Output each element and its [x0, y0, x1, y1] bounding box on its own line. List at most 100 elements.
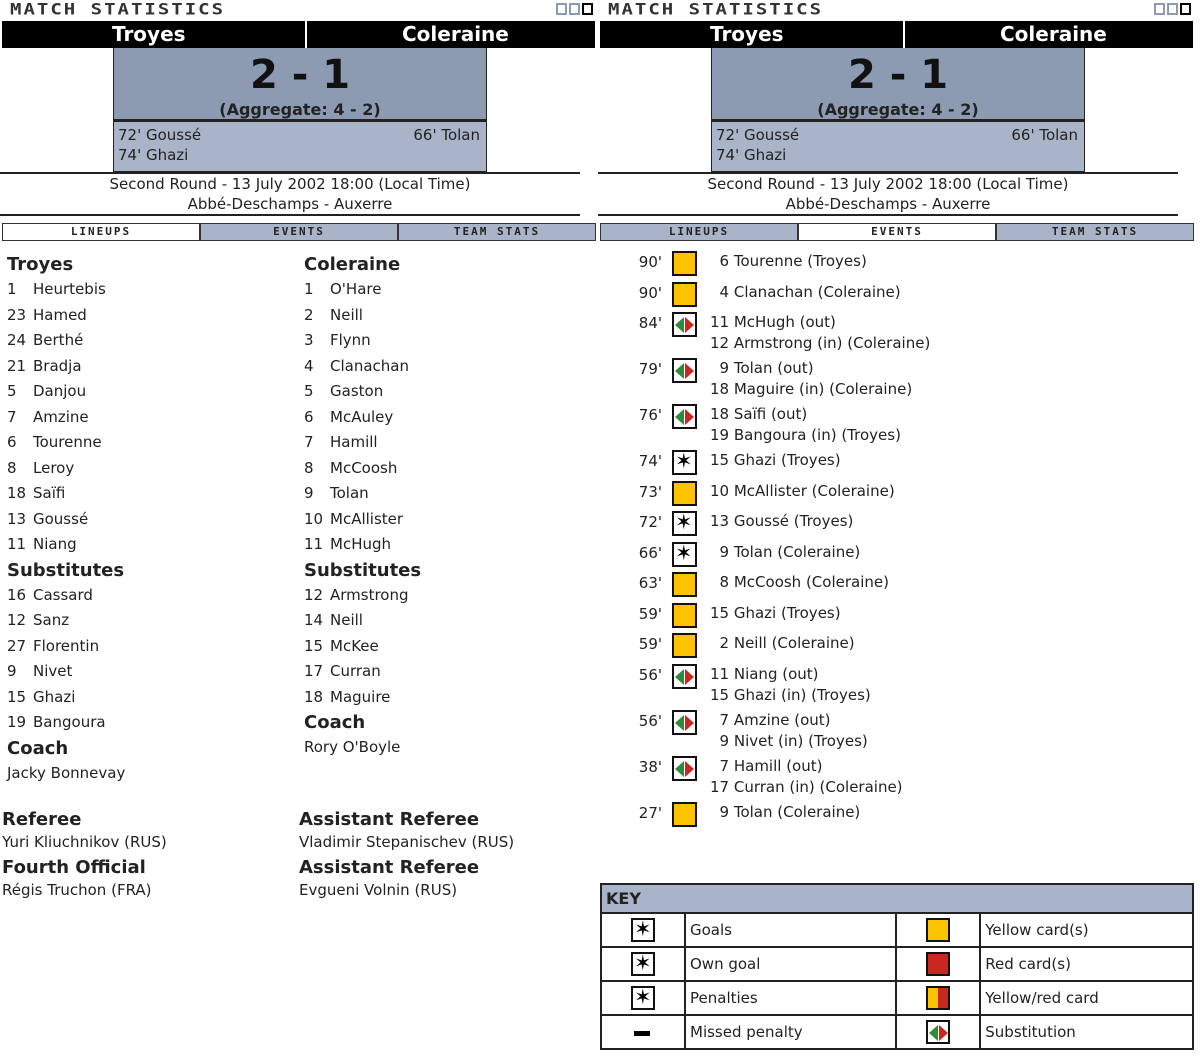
- sub-row: 15 Ghazi: [7, 685, 125, 711]
- player-name: Bradja: [33, 356, 82, 375]
- player-name: Armstrong: [330, 585, 409, 604]
- key-label: Red card(s): [979, 946, 1194, 982]
- close-icon[interactable]: [582, 3, 593, 15]
- event-text: 9 Tolan (Coleraine): [710, 542, 861, 561]
- tab-events[interactable]: EVENTS: [797, 224, 995, 240]
- event-text: 8 McCoosh (Coleraine): [710, 573, 889, 591]
- player-name: Amzine: [33, 407, 89, 426]
- shirt-number: 23: [7, 305, 27, 324]
- home-team: Troyes: [600, 21, 905, 48]
- key-label: Missed penalty: [683, 1014, 898, 1050]
- tab-events[interactable]: EVENTS: [199, 224, 397, 240]
- subs-heading: Substitutes: [304, 559, 422, 581]
- official-name: Régis Truchon (FRA): [2, 881, 152, 899]
- player-row: 24 Berthé: [7, 328, 125, 354]
- substitution-icon: [672, 312, 697, 337]
- player-name: Hamed: [33, 305, 87, 324]
- player-name: Berthé: [33, 331, 84, 349]
- restore-icon[interactable]: [1167, 3, 1178, 15]
- minimize-icon[interactable]: [556, 3, 567, 15]
- scorers-box: 72' Goussé 74' Ghazi 66' Tolan: [113, 120, 487, 172]
- player-row: 8 Leroy: [7, 456, 125, 482]
- tab-lineups[interactable]: LINEUPS: [3, 224, 199, 240]
- team-heading: Coleraine: [304, 254, 401, 275]
- shirt-number: 7: [7, 407, 17, 426]
- player-name: McAuley: [330, 407, 394, 426]
- player-name: McKee: [330, 636, 379, 655]
- minimize-icon[interactable]: [1154, 3, 1165, 15]
- sub-row: 12 Armstrong: [304, 583, 421, 609]
- player-row: 7 Hamill: [304, 430, 421, 456]
- home-scorer: 72' Goussé: [716, 126, 800, 144]
- player-row: 6 McAuley: [304, 405, 421, 431]
- shirt-number: 14: [304, 611, 324, 629]
- player-row: 1 O'Hare: [304, 277, 421, 303]
- goal-icon: [672, 450, 697, 475]
- player-name: Heurtebis: [33, 280, 106, 298]
- tab-team-stats[interactable]: TEAM STATS: [397, 224, 595, 240]
- official: Referee Yuri Kliuchnikov (RUS): [2, 809, 167, 853]
- yellow-red-card-icon: [926, 986, 951, 1010]
- shirt-number: 13: [7, 509, 27, 528]
- official-role: Assistant Referee: [299, 857, 480, 878]
- tab-lineups[interactable]: LINEUPS: [601, 224, 797, 240]
- event-text: 18 Saïfi (out) 19 Bangoura (in) (Troyes): [710, 405, 901, 444]
- player-row: 4 Clanachan: [304, 354, 421, 380]
- player-name: Niang: [33, 535, 77, 553]
- sub-row: 12 Sanz: [7, 608, 125, 634]
- shirt-number: 2: [304, 305, 314, 324]
- player-name: Maguire: [330, 687, 391, 706]
- missed-penalty-icon: [631, 1020, 655, 1044]
- shirt-number: 8: [304, 458, 314, 477]
- tab-bar: LINEUPS EVENTS TEAM STATS: [2, 223, 596, 241]
- shirt-number: 16: [7, 585, 27, 604]
- official: Fourth Official Régis Truchon (FRA): [2, 857, 152, 901]
- round-info: Second Round - 13 July 2002 18:00 (Local…: [707, 175, 1069, 193]
- away-team: Coleraine: [1000, 22, 1107, 46]
- player-name: Neill: [330, 611, 363, 629]
- player-row: 11 McHugh: [304, 532, 421, 558]
- sub-row: 14 Neill: [304, 608, 421, 634]
- event-text: 15 Ghazi (Troyes): [710, 451, 841, 469]
- goal-icon: [672, 541, 697, 567]
- sub-row: 15 McKee: [304, 634, 421, 660]
- player-name: McHugh: [330, 535, 392, 553]
- player-name: Goussé: [33, 509, 89, 528]
- event-time: 66': [638, 543, 662, 562]
- yellow-card-icon: [672, 801, 697, 827]
- shirt-number: 7: [304, 433, 314, 451]
- sub-row: 27 Florentin: [7, 634, 125, 660]
- player-name: Saïfi: [33, 484, 66, 502]
- shirt-number: 12: [304, 585, 324, 604]
- panel-title: MATCH STATISTICS: [608, 0, 824, 19]
- player-row: 10 McAllister: [304, 507, 421, 533]
- venue: Abbé-Deschamps - Auxerre: [187, 195, 393, 213]
- panel-title: MATCH STATISTICS: [10, 0, 226, 19]
- shirt-number: 17: [304, 662, 324, 680]
- score: 2 - 1: [249, 52, 351, 98]
- substitution-icon: [672, 755, 697, 781]
- player-row: 9 Tolan: [304, 481, 421, 507]
- player-name: Hamill: [330, 433, 378, 451]
- restore-icon[interactable]: [569, 3, 580, 15]
- shirt-number: 6: [304, 407, 314, 426]
- sub-row: 19 Bangoura: [7, 710, 125, 736]
- player-row: 8 McCoosh: [304, 456, 421, 482]
- key-row: Goals Yellow card(s): [600, 912, 1194, 948]
- event-time: 59': [638, 604, 662, 623]
- sub-row: 17 Curran: [304, 659, 421, 685]
- team-heading: Troyes: [7, 254, 74, 275]
- event-time: 79': [638, 360, 662, 378]
- window-controls: [556, 3, 593, 15]
- away-scorer: 66' Tolan: [413, 126, 480, 144]
- shirt-number: 4: [304, 356, 314, 375]
- lineup-home: Troyes 1 Heurtebis 23 Hamed 24 Berthé 21 Bradja 5…: [7, 252, 125, 786]
- event-time: 63': [638, 574, 662, 592]
- player-name: Florentin: [33, 636, 100, 655]
- event-text: 11 Niang (out) 15 Ghazi (in) (Troyes): [710, 664, 871, 704]
- shirt-number: 18: [304, 687, 324, 706]
- tab-team-stats[interactable]: TEAM STATS: [995, 224, 1193, 240]
- sub-row: 16 Cassard: [7, 583, 125, 609]
- shirt-number: 9: [304, 484, 314, 502]
- close-icon[interactable]: [1180, 3, 1191, 15]
